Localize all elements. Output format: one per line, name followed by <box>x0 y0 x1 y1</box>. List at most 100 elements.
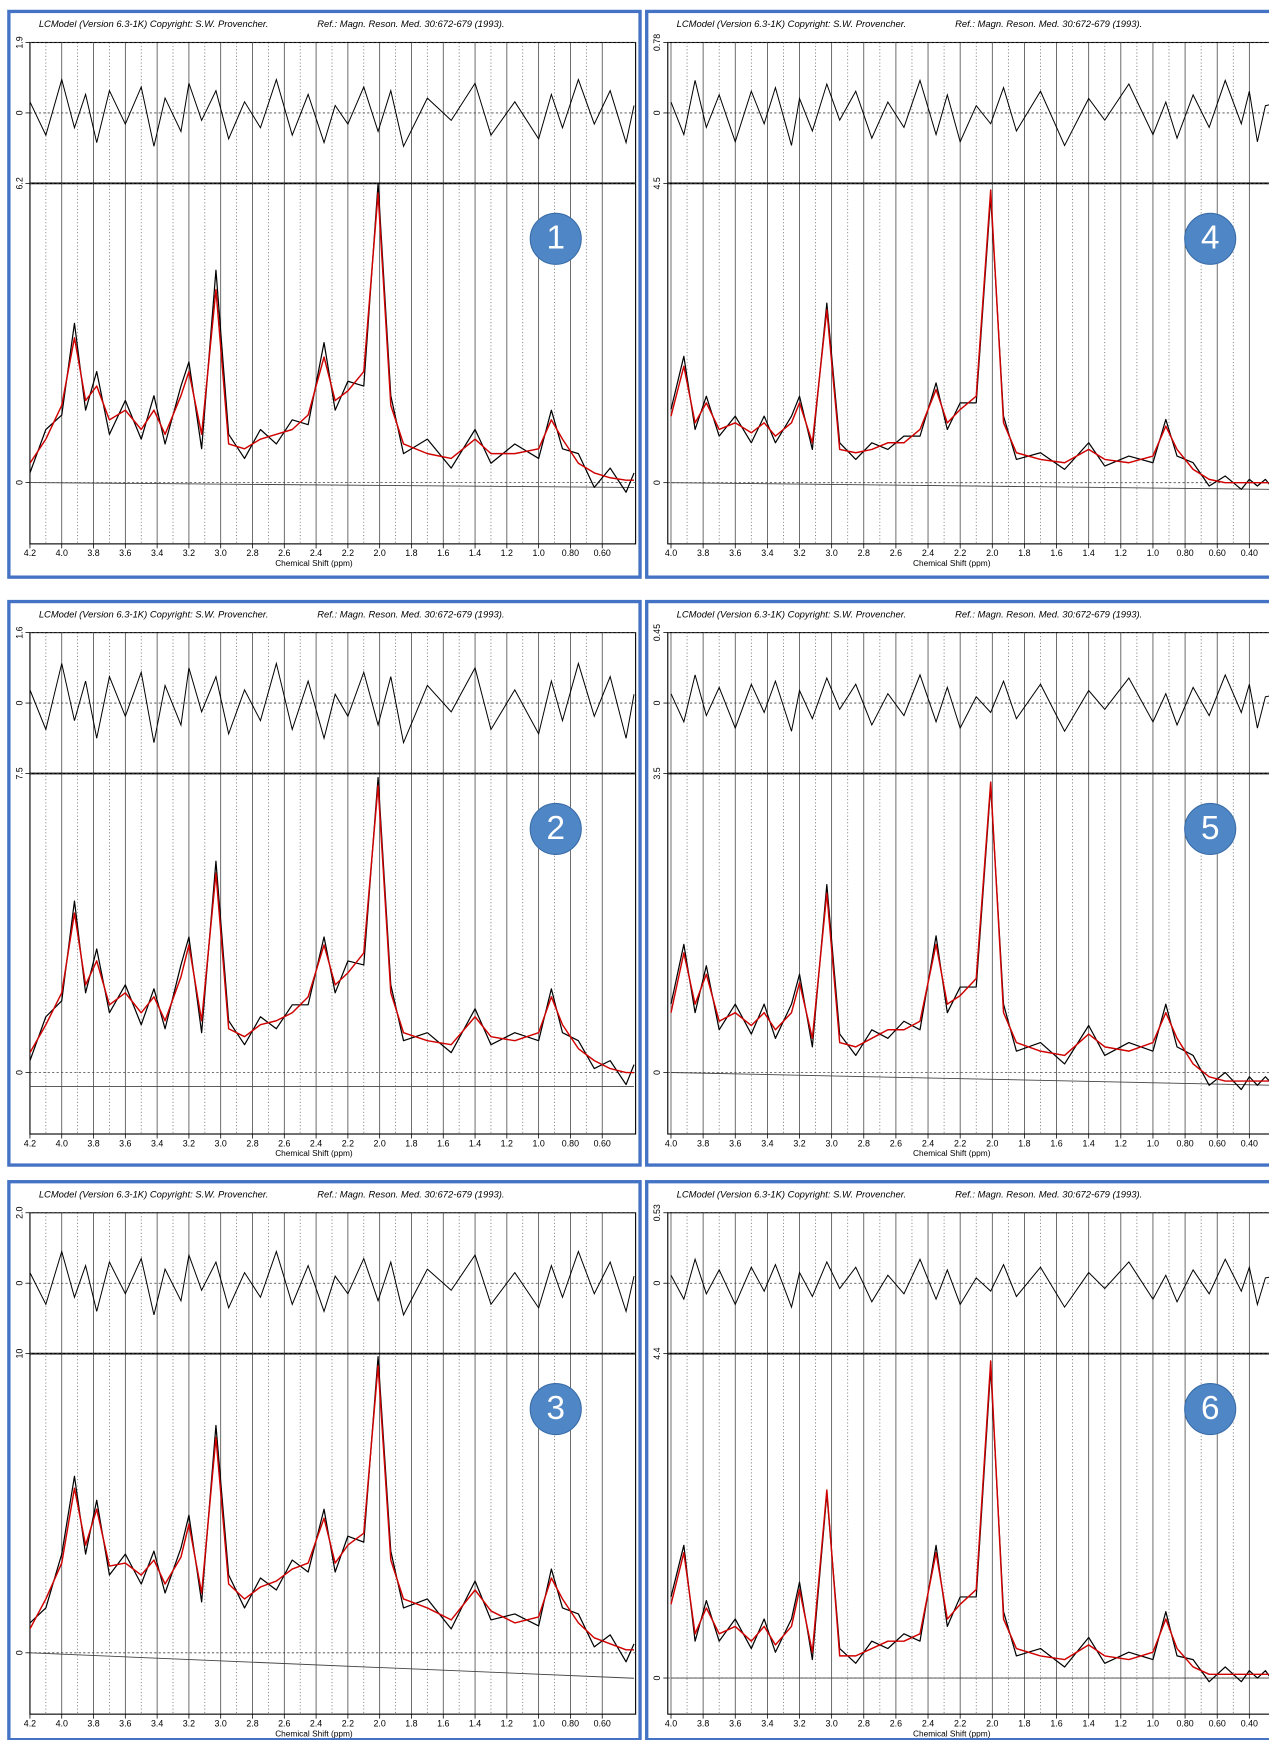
x-tick-label: 1.2 <box>1115 1718 1127 1728</box>
panel-number: 2 <box>546 810 565 847</box>
x-tick-label: 4.0 <box>56 1138 68 1148</box>
panel-badge <box>1184 212 1237 265</box>
x-tick-label: 3.8 <box>697 548 709 558</box>
reference-text: Ref.: Magn. Reson. Med. 30:672-679 (1993… <box>317 1188 504 1199</box>
residual-line <box>29 661 635 745</box>
panel-border <box>7 1180 642 1740</box>
x-tick-label: 2.8 <box>858 548 870 558</box>
x-tick-label: 0.80 <box>562 1138 579 1148</box>
spectrum-line <box>670 189 1269 484</box>
x-tick-label: 3.8 <box>697 1718 709 1728</box>
x-tick-label: 0.40 <box>1241 1138 1258 1148</box>
spectrum-panel: LCModel (Version 6.3-1K) Copyright: S.W.… <box>7 9 642 579</box>
x-tick-label: 3.8 <box>87 548 99 558</box>
x-tick-label: 3.0 <box>825 1718 837 1728</box>
x-tick-label: 2.8 <box>858 1138 870 1148</box>
panel-badge <box>1184 802 1237 856</box>
x-tick-label: 3.0 <box>825 1138 837 1148</box>
x-tick-label: 3.4 <box>761 548 773 558</box>
x-tick-label: 1.6 <box>1050 1138 1062 1148</box>
x-tick-label: 4.0 <box>56 1718 68 1728</box>
x-tick-label: 3.0 <box>215 1138 227 1148</box>
x-tick-label: 3.0 <box>825 548 837 558</box>
x-tick-label: 1.2 <box>1115 548 1127 558</box>
x-tick-label: 3.6 <box>729 1138 741 1148</box>
x-tick-label: 3.2 <box>793 1718 805 1728</box>
y-tick-label: 0.53 <box>652 1204 662 1221</box>
x-tick-label: 1.8 <box>1018 1718 1030 1728</box>
x-tick-label: 3.6 <box>119 548 131 558</box>
y-tick-label: 6.2 <box>14 177 24 189</box>
x-tick-label: 3.8 <box>87 1718 99 1728</box>
x-tick-label: 3.2 <box>793 1138 805 1148</box>
panel-number: 3 <box>546 1390 565 1427</box>
plot-area <box>670 673 1269 1091</box>
x-tick-label: 2.0 <box>374 548 386 558</box>
x-tick-label: 2.4 <box>922 1718 934 1728</box>
x-tick-label: 1.6 <box>1050 1718 1062 1728</box>
panel-border <box>645 9 1269 579</box>
x-tick-label: 2.8 <box>246 1138 258 1148</box>
x-tick-label: 3.0 <box>215 1718 227 1728</box>
x-tick-label: 1.4 <box>469 1138 481 1148</box>
x-tick-label: 0.60 <box>594 548 611 558</box>
plot-area <box>29 77 635 493</box>
x-tick-label: 1.2 <box>1115 1138 1127 1148</box>
header-text: LCModel (Version 6.3-1K) Copyright: S.W.… <box>677 18 907 29</box>
panel-number: 4 <box>1201 220 1220 257</box>
y-tick-label: 0 <box>14 1650 24 1655</box>
y-tick-label: 0 <box>14 110 24 115</box>
x-tick-label: 1.8 <box>405 1138 417 1148</box>
x-tick-label: 4.0 <box>665 548 677 558</box>
y-tick-label: 0 <box>14 1281 24 1286</box>
x-tick-label: 2.2 <box>342 1718 354 1728</box>
x-tick-label: 2.0 <box>986 1718 998 1728</box>
x-tick-label: 1.2 <box>501 548 513 558</box>
y-tick-label: 0 <box>14 1070 24 1075</box>
x-tick-label: 1.6 <box>437 548 449 558</box>
y-tick-label: 2.0 <box>14 1207 24 1219</box>
spectrum-line <box>670 781 1269 1082</box>
y-tick-label: 0.45 <box>652 624 662 641</box>
reference-text: Ref.: Magn. Reson. Med. 30:672-679 (1993… <box>317 608 504 619</box>
y-tick-label: 1.9 <box>14 36 24 48</box>
spectrum-line <box>29 784 635 1074</box>
x-tick-label: 2.4 <box>310 548 322 558</box>
panel-number: 6 <box>1201 1390 1220 1427</box>
x-tick-label: 3.4 <box>761 1718 773 1728</box>
x-tick-label: 3.2 <box>183 1138 195 1148</box>
panel-border <box>645 1180 1269 1740</box>
x-tick-label: 2.6 <box>278 1138 290 1148</box>
header-text: LCModel (Version 6.3-1K) Copyright: S.W.… <box>39 608 269 619</box>
residual-line <box>670 1257 1269 1309</box>
x-tick-label: 3.4 <box>151 1718 163 1728</box>
x-tick-label: 1.6 <box>1050 548 1062 558</box>
y-tick-label: 0 <box>652 1070 662 1075</box>
y-tick-label: 0 <box>652 701 662 706</box>
header-text: LCModel (Version 6.3-1K) Copyright: S.W.… <box>677 608 907 619</box>
x-tick-label: 0.80 <box>562 548 579 558</box>
y-tick-label: 1.6 <box>14 626 24 638</box>
x-tick-label: 2.4 <box>922 1138 934 1148</box>
x-tick-label: 2.4 <box>310 1718 322 1728</box>
x-tick-label: 3.6 <box>119 1138 131 1148</box>
panel-border <box>7 9 642 579</box>
x-tick-label: 0.40 <box>1241 1718 1258 1728</box>
x-tick-label: 2.0 <box>374 1718 386 1728</box>
baseline-line <box>29 1652 635 1679</box>
x-tick-label: 3.2 <box>183 1718 195 1728</box>
x-tick-label: 0.80 <box>1176 1138 1193 1148</box>
x-axis-title: Chemical Shift (ppm) <box>913 1728 991 1738</box>
spectrum-line <box>29 776 635 1086</box>
x-tick-label: 0.80 <box>1176 1718 1193 1728</box>
reference-text: Ref.: Magn. Reson. Med. 30:672-679 (1993… <box>955 1188 1142 1199</box>
plot-area <box>670 1257 1269 1683</box>
x-tick-label: 1.8 <box>405 1718 417 1728</box>
x-tick-label: 1.4 <box>1083 548 1095 558</box>
spectrum-line <box>670 1360 1269 1676</box>
x-tick-label: 1.8 <box>405 548 417 558</box>
x-tick-label: 2.4 <box>310 1138 322 1148</box>
baseline-line <box>29 482 635 488</box>
x-tick-label: 4.0 <box>665 1138 677 1148</box>
x-axis-title: Chemical Shift (ppm) <box>275 558 353 568</box>
